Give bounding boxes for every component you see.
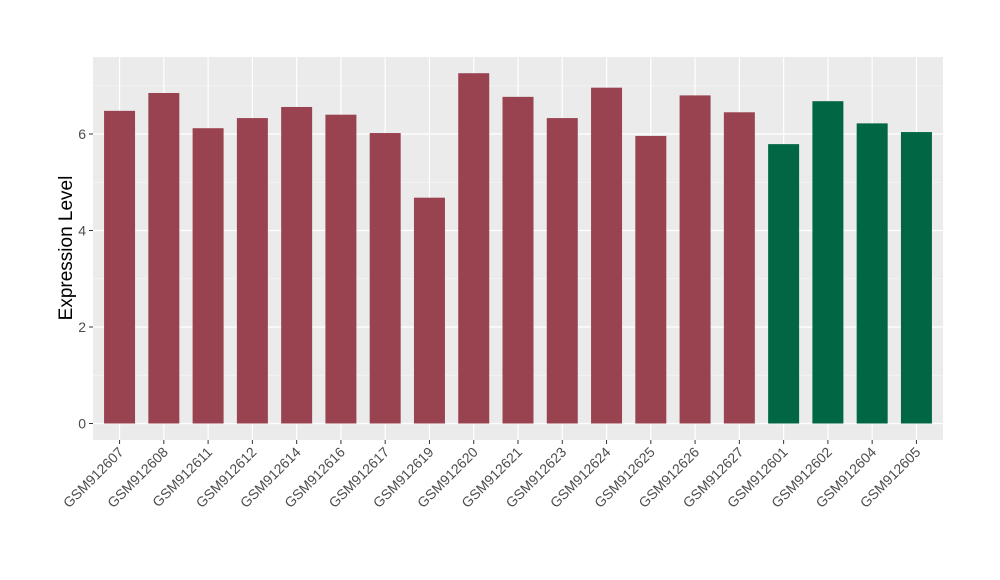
bar-GSM912607 bbox=[104, 110, 136, 424]
bars bbox=[104, 73, 932, 424]
bar-GSM912619 bbox=[413, 197, 445, 424]
y-tick-label: 2 bbox=[78, 319, 86, 335]
bar-GSM912602 bbox=[812, 101, 844, 424]
bar-GSM912608 bbox=[148, 92, 180, 424]
bar-GSM912624 bbox=[591, 87, 623, 424]
bar-GSM912614 bbox=[281, 106, 313, 424]
bar-GSM912623 bbox=[546, 118, 578, 424]
bar-GSM912611 bbox=[192, 128, 224, 424]
y-tick-label: 0 bbox=[78, 416, 86, 432]
bar-GSM912621 bbox=[502, 96, 534, 424]
bar-GSM912616 bbox=[325, 114, 357, 424]
bar-GSM912625 bbox=[635, 135, 667, 424]
x-axis: GSM912607GSM912608GSM912611GSM912612GSM9… bbox=[60, 440, 924, 511]
bar-GSM912601 bbox=[768, 144, 800, 424]
y-tick-label: 6 bbox=[78, 126, 86, 142]
bar-GSM912605 bbox=[900, 132, 932, 424]
bar-GSM912604 bbox=[856, 123, 888, 424]
y-tick-label: 4 bbox=[78, 223, 86, 239]
bar-GSM912612 bbox=[236, 118, 268, 424]
bar-GSM912617 bbox=[369, 133, 401, 424]
bar-GSM912626 bbox=[679, 95, 711, 424]
y-axis: 0 2 4 6 bbox=[78, 126, 93, 432]
y-axis-title: Expression Level bbox=[56, 176, 77, 321]
bar-GSM912620 bbox=[458, 73, 490, 424]
bar-GSM912627 bbox=[723, 112, 755, 424]
